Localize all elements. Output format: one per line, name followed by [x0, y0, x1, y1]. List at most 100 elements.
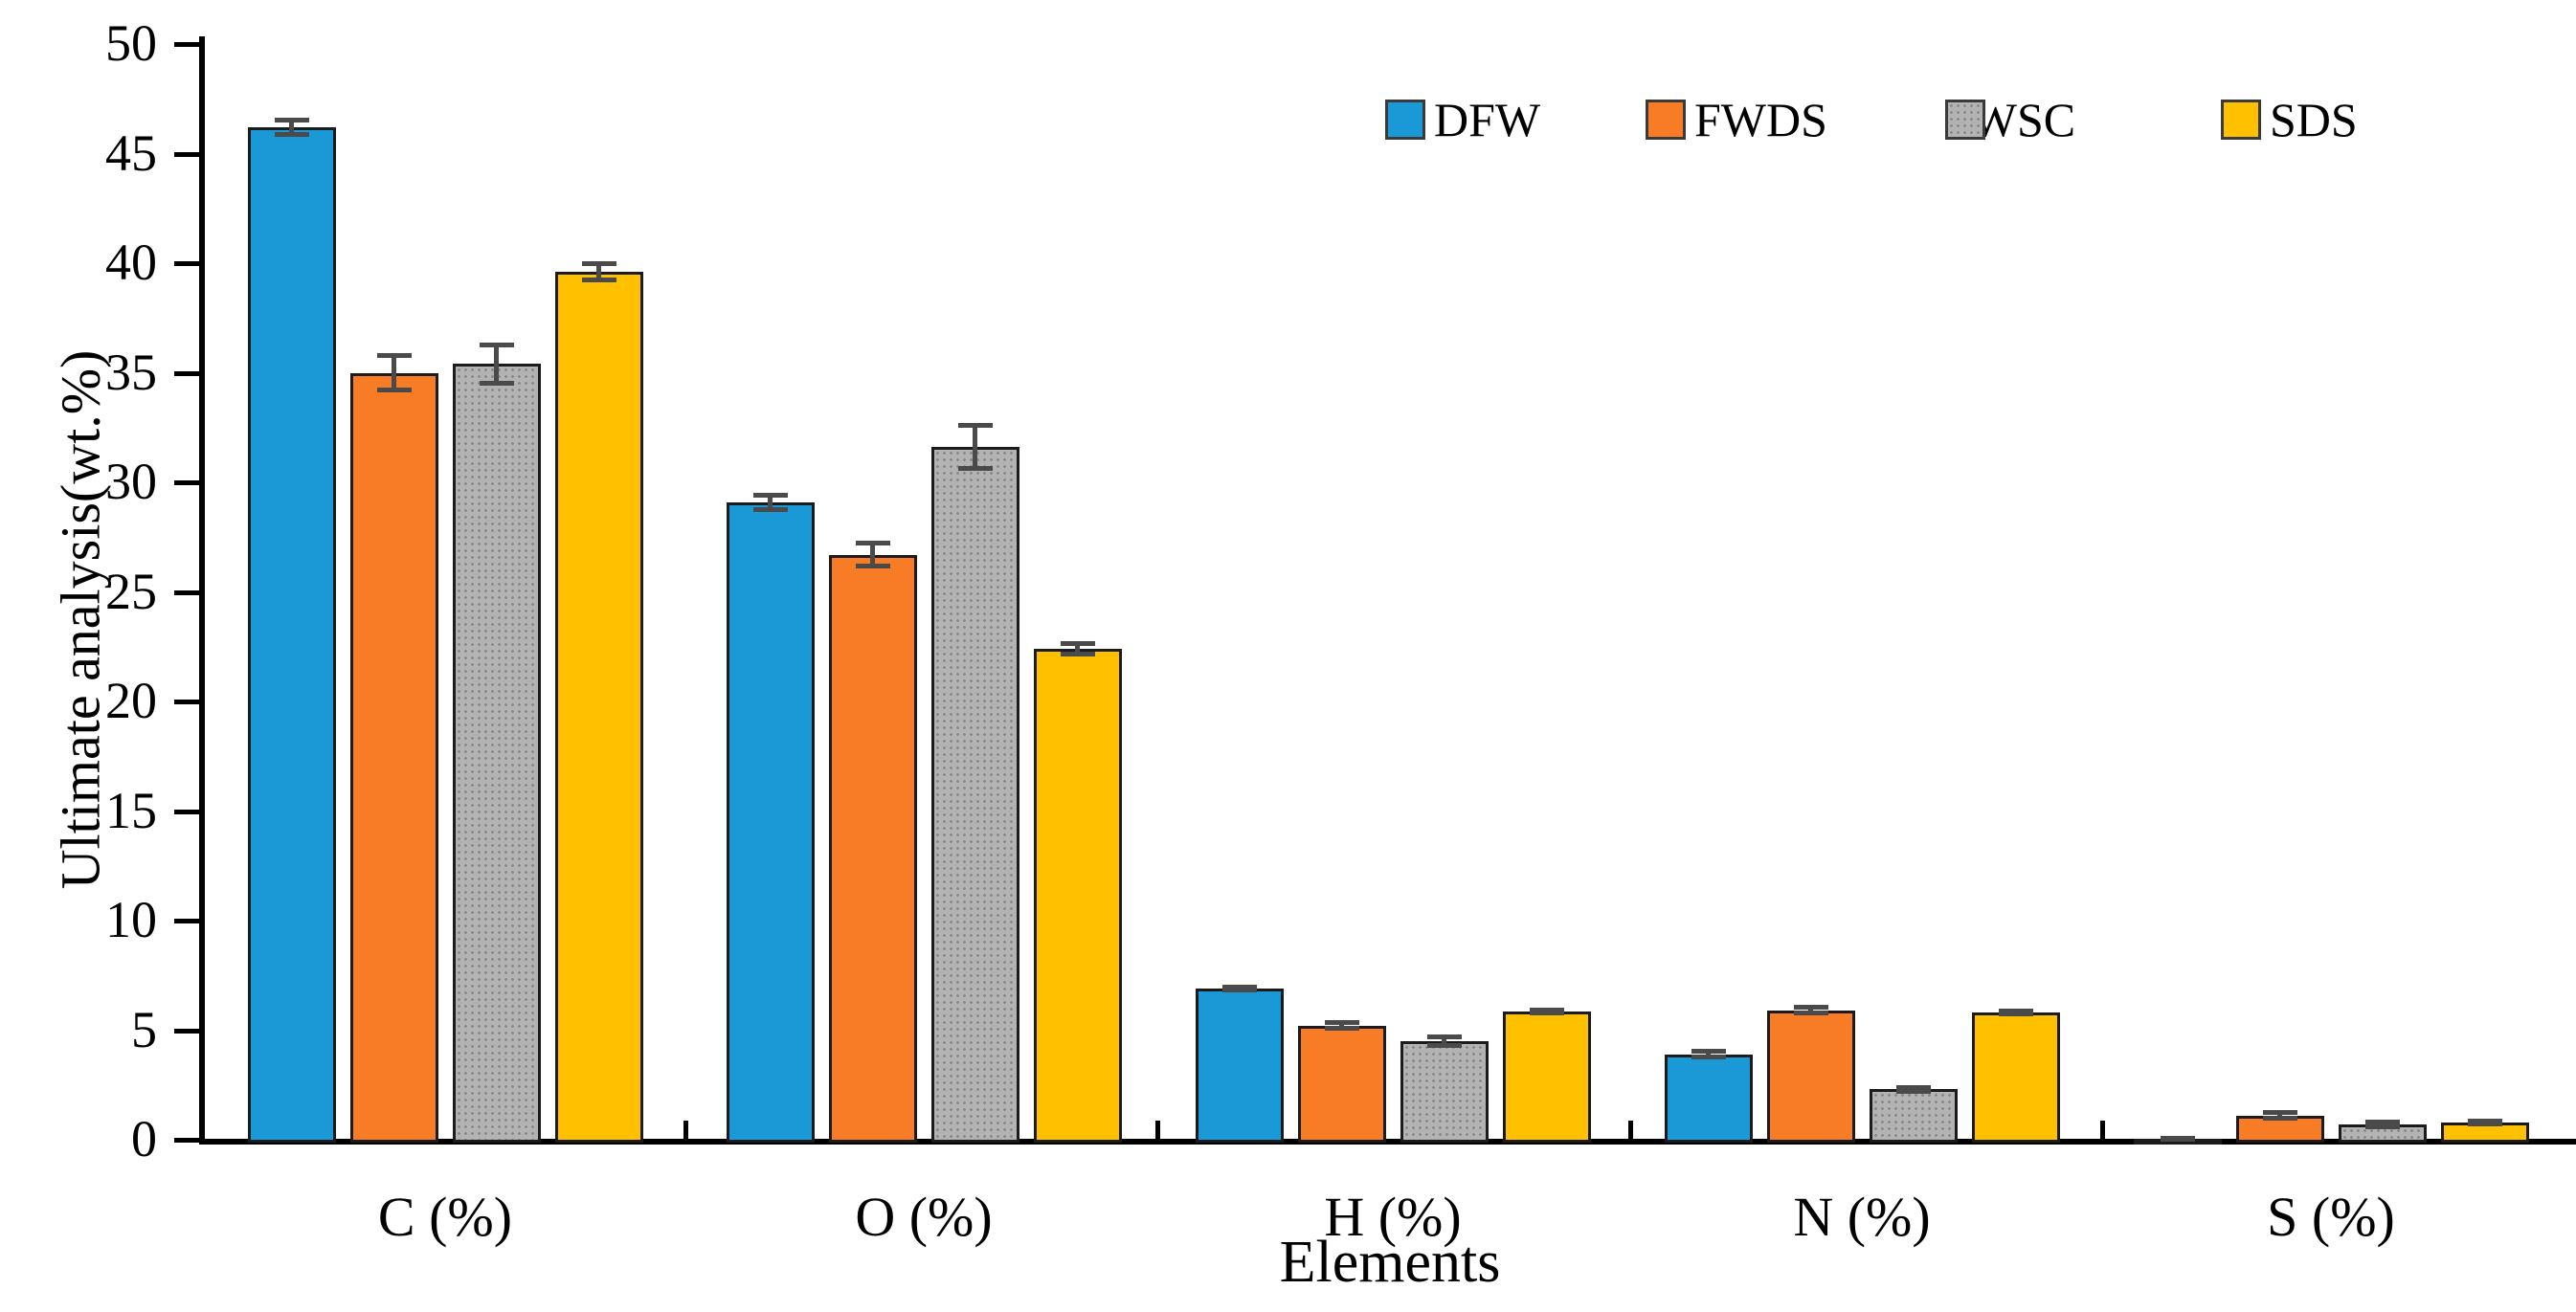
error-bar-cap [1324, 1020, 1359, 1026]
bar-DFW-1 [726, 501, 815, 1143]
bar-DFW-0 [247, 127, 336, 1143]
error-bar-cap [2364, 1120, 2400, 1125]
y-tick-label: 40 [105, 233, 157, 291]
error-bar-cap [1691, 1049, 1726, 1055]
legend-label: FWDS [1694, 93, 1827, 146]
bar-FWDS-1 [828, 554, 917, 1143]
bar-SDS-2 [1502, 1012, 1591, 1143]
error-bar-cap [1060, 651, 1095, 656]
y-tick [174, 370, 199, 376]
y-tick-label: 45 [105, 123, 157, 182]
error-bar-cap [1793, 1005, 1828, 1011]
legend-item-SDS: SDS [2221, 96, 2358, 144]
y-tick [174, 589, 199, 595]
error-bar [392, 355, 396, 390]
error-bar [1442, 1036, 1446, 1046]
error-bar [596, 263, 601, 281]
error-bar-cap [855, 540, 890, 545]
y-tick-label: 30 [105, 453, 157, 510]
error-bar-cap [2262, 1116, 2297, 1122]
x-tick [1628, 1121, 1633, 1140]
bar-SDS-3 [1971, 1012, 2060, 1143]
y-tick [174, 700, 199, 704]
error-bar-cap [1793, 1011, 1828, 1016]
y-tick-label: 15 [105, 781, 157, 839]
y-axis-line [199, 36, 205, 1145]
y-tick-label: 35 [105, 343, 157, 401]
error-bar-cap [581, 278, 616, 283]
error-bar-cap [274, 118, 309, 122]
y-tick-label: 10 [105, 891, 157, 948]
error-bar-cap [752, 492, 788, 498]
error-bar-cap [1426, 1034, 1462, 1040]
x-category-label: S (%) [2267, 1186, 2395, 1248]
error-bar [1075, 643, 1080, 655]
bar-DFW-2 [1195, 988, 1284, 1143]
bar-FWSC-3 [1869, 1089, 1958, 1143]
bar-FWSC-2 [1400, 1040, 1489, 1143]
y-tick-label: 0 [131, 1110, 157, 1167]
error-bar-cap [1529, 1007, 1564, 1012]
legend-item-FWSC: FWSC [1945, 96, 2075, 144]
y-tick-label: 5 [131, 1000, 157, 1058]
error-bar-cap [2262, 1110, 2297, 1116]
y-tick [174, 1138, 199, 1143]
y-tick [174, 151, 199, 157]
error-bar [1339, 1022, 1344, 1030]
error-bar-cap [1998, 1012, 2033, 1017]
bar-FWDS-3 [1766, 1010, 1855, 1143]
x-category-label: H (%) [1324, 1186, 1462, 1248]
y-tick [174, 261, 199, 266]
error-bar-cap [1529, 1011, 1564, 1016]
x-category-label: C (%) [377, 1186, 513, 1248]
y-tick [174, 480, 199, 485]
x-axis-line [199, 1139, 2576, 1145]
legend-swatch-icon [2221, 100, 2261, 140]
error-bar-cap [1221, 988, 1257, 993]
error-bar-cap [479, 342, 514, 347]
y-tick [174, 42, 199, 47]
error-bar-cap [1324, 1026, 1359, 1032]
error-bar [973, 425, 977, 470]
bar-SDS-1 [1033, 649, 1122, 1143]
y-tick-label: 50 [105, 14, 157, 72]
x-tick [683, 1121, 688, 1140]
error-bar-cap [1221, 984, 1257, 990]
error-bar-cap [2467, 1118, 2502, 1123]
error-bar-cap [1998, 1008, 2033, 1013]
bar-FWDS-0 [349, 372, 438, 1143]
error-bar-cap [1426, 1042, 1462, 1048]
error-bar-cap [479, 380, 514, 386]
x-tick [2100, 1121, 2105, 1140]
y-tick-label: 20 [105, 672, 157, 729]
error-bar-cap [855, 564, 890, 569]
error-bar-cap [1895, 1084, 1931, 1090]
legend-label: DFW [1434, 93, 1541, 146]
error-bar-cap [274, 132, 309, 138]
y-tick [174, 919, 199, 923]
y-tick [174, 809, 199, 814]
error-bar-cap [1895, 1089, 1931, 1095]
bar-FWDS-2 [1297, 1025, 1386, 1143]
bar-DFW-3 [1664, 1054, 1753, 1143]
error-bar-cap [2364, 1123, 2400, 1129]
error-bar-cap [376, 353, 412, 359]
error-bar [768, 494, 773, 510]
error-bar-cap [957, 423, 993, 429]
bar-SDS-0 [554, 272, 643, 1143]
legend-item-DFW: DFW [1385, 96, 1540, 144]
legend-swatch-icon [1945, 100, 1985, 140]
error-bar [1808, 1007, 1813, 1014]
error-bar-cap [957, 466, 993, 472]
error-bar-cap [581, 261, 616, 266]
x-category-label: N (%) [1793, 1186, 1931, 1248]
error-bar [494, 344, 499, 384]
legend-swatch-icon [1385, 100, 1425, 140]
error-bar [289, 120, 294, 136]
error-bar-cap [1060, 641, 1095, 647]
x-category-label: O (%) [855, 1186, 993, 1248]
error-bar-cap [376, 387, 412, 392]
legend-swatch-icon [1646, 100, 1686, 140]
error-bar-cap [2467, 1121, 2502, 1126]
legend-label: SDS [2270, 93, 2358, 146]
